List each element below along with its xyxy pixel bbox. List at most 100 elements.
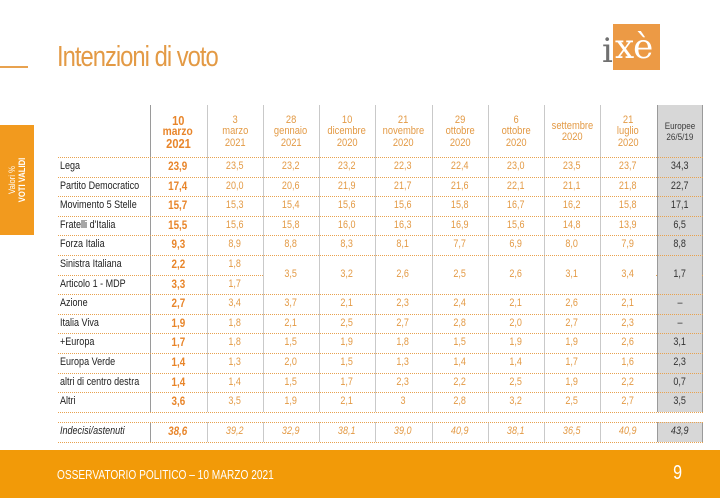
- table-cell: 22,3: [375, 157, 431, 176]
- table-cell-value: 14,8: [563, 218, 581, 231]
- table-cell-value: 20,0: [226, 179, 244, 192]
- column-header-line: gennaio: [274, 125, 308, 138]
- table-cell-value: 36,5: [563, 425, 581, 437]
- table-cell-value: 23,0: [507, 160, 525, 172]
- table-cell: 23,5: [207, 157, 263, 176]
- party-label: Articolo 1 - MDP: [60, 275, 150, 294]
- table-cell: 1,9: [544, 373, 600, 392]
- table-cell: 7,9: [600, 235, 656, 254]
- table-cell-value: 1,8: [396, 336, 410, 349]
- table-cell-value: 43,9: [671, 425, 689, 437]
- table-cell-value: 8,1: [396, 238, 410, 251]
- table-cell-value: 13,9: [619, 218, 637, 231]
- column-divider: [544, 105, 545, 412]
- table-cell: 22,4: [432, 157, 488, 176]
- table-cell-value: 21,1: [563, 179, 581, 192]
- table-cell: 8,8: [263, 235, 319, 254]
- column-header-line: 2021: [224, 136, 246, 149]
- page-number: 9: [673, 462, 683, 484]
- table-cell: 22,1: [488, 177, 544, 196]
- table-cell: 16,3: [375, 216, 431, 235]
- column-header-line: 28: [285, 113, 297, 126]
- table-cell-value: 15,8: [282, 218, 300, 231]
- table-cell: 2,2: [432, 373, 488, 392]
- table-cell-value: 7,7: [453, 238, 467, 251]
- table-cell-value: 6,5: [673, 218, 687, 231]
- table-cell: 1,5: [319, 353, 375, 372]
- table-cell-value: 2,7: [396, 316, 410, 329]
- column-divider: [375, 422, 376, 442]
- table-cell: 2,5: [544, 392, 600, 411]
- table-cell-value: 8,0: [565, 238, 579, 251]
- party-label: Forza Italia: [60, 235, 150, 254]
- table-cell-value: 2,5: [565, 395, 579, 408]
- table-cell-value: 38,1: [507, 425, 525, 437]
- table-cell-value: 21,8: [619, 179, 637, 192]
- column-header: 10 dicembre 2020: [319, 108, 375, 156]
- footer-text: OSSERVATORIO POLITICO – 10 MARZO 2021: [57, 467, 274, 482]
- table-cell: 1,8: [207, 333, 263, 352]
- table-cell-value: 2,3: [621, 316, 635, 329]
- table-cell-value: 1,3: [396, 356, 410, 368]
- table-cell-value: 2,5: [509, 375, 523, 388]
- table-cell: 3,7: [263, 294, 319, 313]
- table-cell-value: 6,9: [509, 238, 523, 251]
- table-cell-value: 23,2: [282, 160, 300, 172]
- table-cell-value: 15,6: [507, 218, 525, 231]
- column-divider: [150, 422, 151, 442]
- table-cell-value: 1,8: [228, 336, 242, 349]
- party-label-text: Europa Verde: [60, 356, 116, 368]
- row-divider: [58, 176, 703, 178]
- table-cell: 1,9: [263, 392, 319, 411]
- table-cell-value: 15,6: [394, 199, 412, 212]
- table-cell: 2,6: [544, 294, 600, 313]
- table-cell-value: 15,7: [168, 198, 188, 213]
- table-cell-value: 40,9: [451, 425, 469, 437]
- table-cell-value: 34,3: [671, 160, 689, 172]
- table-cell: 1,4: [150, 373, 206, 392]
- table-cell: 1,4: [432, 353, 488, 372]
- column-header-line: 2020: [336, 136, 358, 149]
- table-cell: 16,0: [319, 216, 375, 235]
- table-cell: 1,3: [207, 353, 263, 372]
- table-cell: 1,9: [488, 333, 544, 352]
- column-header-line: ottobre: [501, 125, 531, 138]
- row-divider: [58, 411, 703, 413]
- table-cell-value: 2,1: [340, 297, 354, 310]
- column-divider: [207, 105, 208, 412]
- table-cell: 16,7: [488, 196, 544, 215]
- table-cell: 15,6: [488, 216, 544, 235]
- table-cell-value: 1,8: [228, 258, 242, 270]
- table-cell: 8,0: [544, 235, 600, 254]
- table-cell: 6,5: [657, 216, 703, 235]
- table-cell: 1,5: [263, 373, 319, 392]
- table-cell: 1,7: [150, 333, 206, 352]
- column-header: 21 novembre 2020: [375, 108, 431, 156]
- undecided-cell: 39,2: [207, 422, 263, 441]
- table-cell: 8,8: [657, 235, 703, 254]
- table-cell-value: 2,5: [453, 268, 467, 280]
- table-cell-value: 1,7: [340, 375, 354, 388]
- row-divider: [58, 157, 703, 158]
- table-cell-value: 16,0: [338, 218, 356, 231]
- table-cell-value: 21,7: [394, 179, 412, 192]
- table-cell: 1,7: [319, 373, 375, 392]
- table-cell-value: 22,1: [507, 179, 525, 192]
- column-divider: [319, 422, 320, 442]
- table-cell-value: 2,8: [453, 395, 467, 408]
- table-cell: 2,2: [600, 373, 656, 392]
- table-cell-value: 22,3: [394, 160, 412, 172]
- table-cell-value: 23,9: [168, 159, 188, 173]
- row-divider: [58, 442, 703, 443]
- table-cell-value: 8,8: [284, 238, 298, 251]
- table-cell-value: 22,7: [671, 179, 689, 192]
- table-cell: 2,8: [432, 314, 488, 333]
- table-cell-value: 2,4: [453, 297, 467, 310]
- table-cell: 1,3: [375, 353, 431, 372]
- table-cell: 1,8: [375, 333, 431, 352]
- table-cell: 1,4: [488, 353, 544, 372]
- column-header: 6 ottobre 2020: [488, 108, 544, 156]
- table-cell: 3,4: [207, 294, 263, 313]
- merged-cell-mask: [264, 273, 656, 277]
- undecided-cell: 39,0: [375, 422, 431, 441]
